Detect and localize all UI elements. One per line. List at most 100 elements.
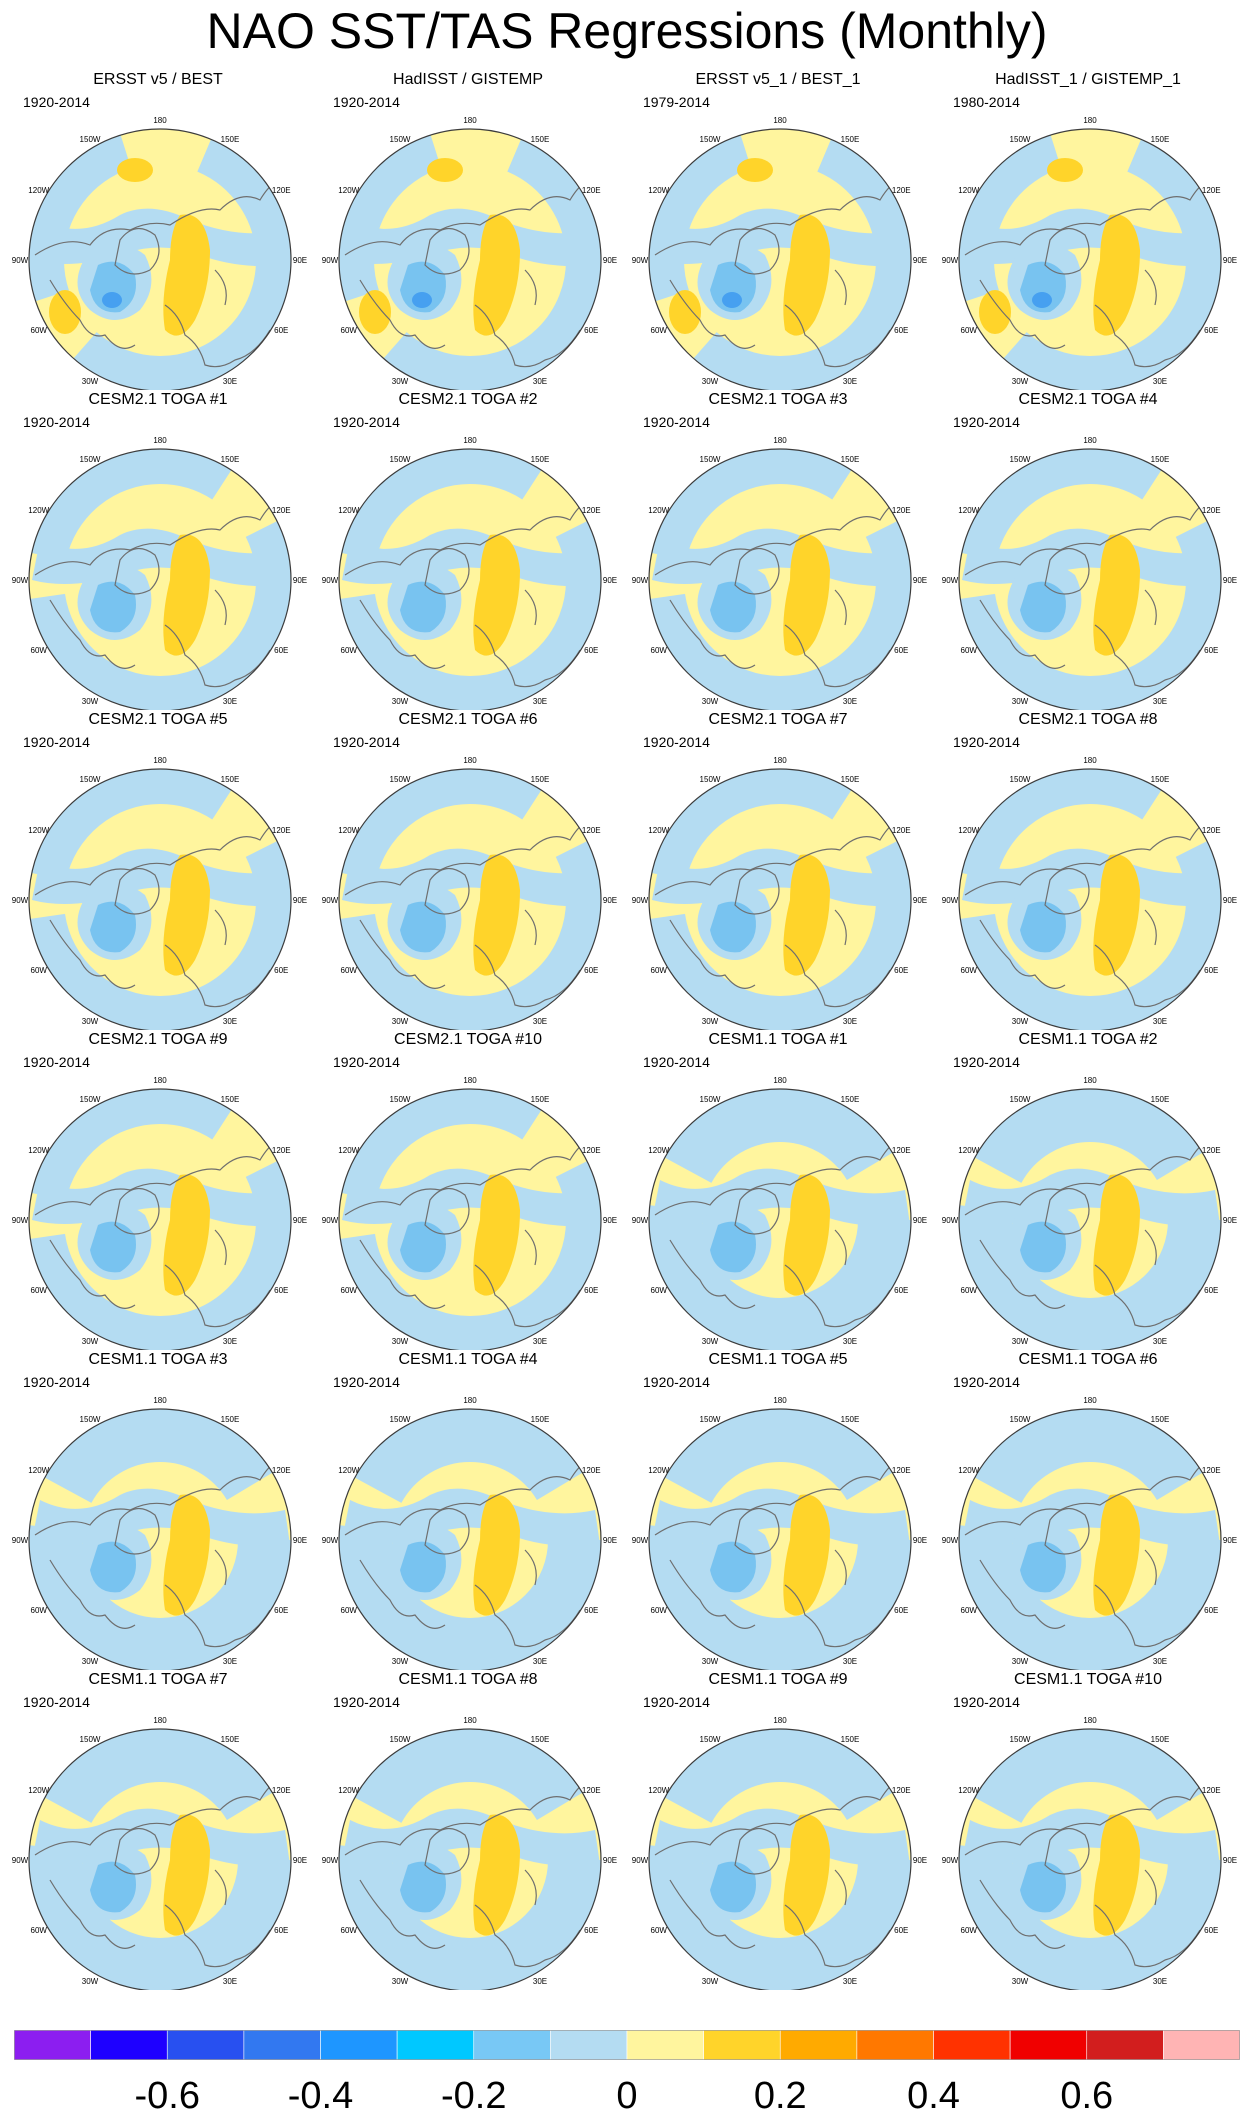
longitude-label: 30E (533, 377, 547, 386)
polar-map: 180150E120E90E60E30E030W60W90W120W150W (632, 756, 927, 1030)
colorbar-swatch (14, 2030, 91, 2061)
panel-years: 1920-2014 (643, 1694, 710, 1710)
longitude-label: 120E (1202, 1786, 1221, 1795)
longitude-label: 180 (463, 1716, 477, 1725)
anomaly-field-warm-core (737, 158, 773, 182)
panel-title: CESM1.1 TOGA #4 (398, 1351, 538, 1368)
longitude-label: 150E (1151, 135, 1170, 144)
longitude-label: 120W (958, 186, 979, 195)
longitude-label: 30E (843, 1337, 857, 1346)
colorbar-swatch (550, 2030, 628, 2061)
anomaly-field-warm-eurasia (163, 214, 210, 336)
longitude-label: 90E (913, 896, 927, 905)
coastline-europe (474, 944, 581, 1008)
coastline-asia-america (34, 1461, 286, 1536)
anomaly-field-warm (959, 129, 1221, 390)
anomaly-field-warm-eurasia (163, 1494, 210, 1616)
coastline-north-america (49, 599, 136, 669)
longitude-label: 120E (1202, 186, 1221, 195)
longitude-label: 30E (843, 1977, 857, 1986)
coastline-asia-america (964, 501, 1216, 576)
anomaly-field-cool-strong (102, 292, 122, 308)
longitude-label: 30E (223, 1977, 237, 1986)
anomaly-field-warm-eurasia (1093, 854, 1140, 976)
longitude-label: 120E (892, 826, 911, 835)
coastline-asia-america (344, 1781, 596, 1856)
panel-years: 1920-2014 (953, 1374, 1020, 1390)
longitude-label: 90E (293, 1856, 307, 1865)
longitude-label: 60E (894, 646, 908, 655)
longitude-label: 150E (1151, 455, 1170, 464)
polar-map: 180150E120E90E60E30E030W60W90W120W150W (942, 1076, 1237, 1350)
coastline-caspian (834, 909, 847, 946)
longitude-label: 60E (1204, 1926, 1218, 1935)
anomaly-field-cool-core (1020, 1221, 1066, 1273)
longitude-label: 120E (272, 1466, 291, 1475)
longitude-label: 60E (584, 966, 598, 975)
map-panel: 180150E120E90E60E30E030W60W90W120W150WCE… (3, 1670, 313, 1990)
map-border (338, 448, 602, 710)
longitude-label: 150E (221, 1735, 240, 1744)
anomaly-field-cool-core (1020, 901, 1066, 953)
longitude-label: 180 (153, 1076, 167, 1085)
longitude-label: 30W (392, 377, 409, 386)
coastline-europe (784, 944, 891, 1008)
map-panel: 180150E120E90E60E30E030W60W90W120W150WCE… (933, 1350, 1243, 1670)
anomaly-field-cool-core (1020, 261, 1066, 313)
coastline-asia-america (34, 1781, 286, 1856)
panel-years: 1980-2014 (953, 94, 1020, 110)
longitude-label: 60E (274, 1926, 288, 1935)
panel-title: CESM2.1 TOGA #3 (708, 391, 848, 408)
longitude-label: 150E (531, 455, 550, 464)
coastline-caspian (834, 1869, 847, 1906)
longitude-label: 60W (961, 646, 978, 655)
longitude-label: 60W (961, 1926, 978, 1935)
longitude-label: 120E (582, 1466, 601, 1475)
longitude-label: 90W (632, 576, 649, 585)
coastline-greenland (114, 548, 160, 595)
coastline-greenland (734, 1188, 780, 1235)
polar-map: 180150E120E90E60E30E030W60W90W120W150W (632, 116, 927, 390)
longitude-label: 60W (341, 1286, 358, 1295)
longitude-label: 150E (221, 455, 240, 464)
longitude-label: 30W (702, 377, 719, 386)
longitude-label: 150E (531, 1735, 550, 1744)
colorbar-swatch (166, 2030, 245, 2061)
coastline-europe (1094, 1264, 1201, 1328)
panel-title: ERSST v5_1 / BEST_1 (695, 71, 861, 88)
coastline-asia-america (654, 821, 906, 896)
longitude-label: 30E (533, 1977, 547, 1986)
longitude-label: 120W (648, 1466, 669, 1475)
longitude-label: 30E (223, 1337, 237, 1346)
anomaly-field-warm (339, 769, 601, 1030)
longitude-label: 60E (894, 1926, 908, 1935)
anomaly-field-warm-eurasia (163, 1814, 210, 1936)
coastline-greenland (1044, 228, 1090, 275)
longitude-label: 30W (82, 1657, 99, 1666)
longitude-label: 120W (338, 506, 359, 515)
longitude-label: 90E (603, 1216, 617, 1225)
longitude-label: 180 (463, 756, 477, 765)
polar-map: 180150E120E90E60E30E030W60W90W120W150W (942, 116, 1237, 390)
longitude-label: 90W (322, 1216, 339, 1225)
coastline-asia-america (654, 1781, 906, 1856)
longitude-label: 30E (1153, 377, 1167, 386)
panel-title: CESM2.1 TOGA #7 (708, 711, 848, 728)
anomaly-field-cool-core (90, 581, 136, 633)
longitude-label: 90E (603, 1536, 617, 1545)
coastline-europe (1094, 624, 1201, 688)
longitude-label: 60E (1204, 1286, 1218, 1295)
longitude-label: 120W (338, 826, 359, 835)
anomaly-field-cool-core (710, 1861, 756, 1913)
longitude-label: 30W (82, 377, 99, 386)
longitude-label: 120W (338, 1466, 359, 1475)
coastline-caspian (1144, 1869, 1157, 1906)
map-panel: 180150E120E90E60E30E030W60W90W120W150WCE… (933, 710, 1243, 1030)
longitude-label: 120W (28, 1146, 49, 1155)
map-panel: 180150E120E90E60E30E030W60W90W120W150WCE… (623, 390, 933, 710)
longitude-label: 150W (1010, 455, 1031, 464)
colorbar-outline (14, 2030, 1240, 2060)
longitude-label: 90E (603, 896, 617, 905)
longitude-label: 60E (274, 966, 288, 975)
longitude-label: 120E (892, 1146, 911, 1155)
